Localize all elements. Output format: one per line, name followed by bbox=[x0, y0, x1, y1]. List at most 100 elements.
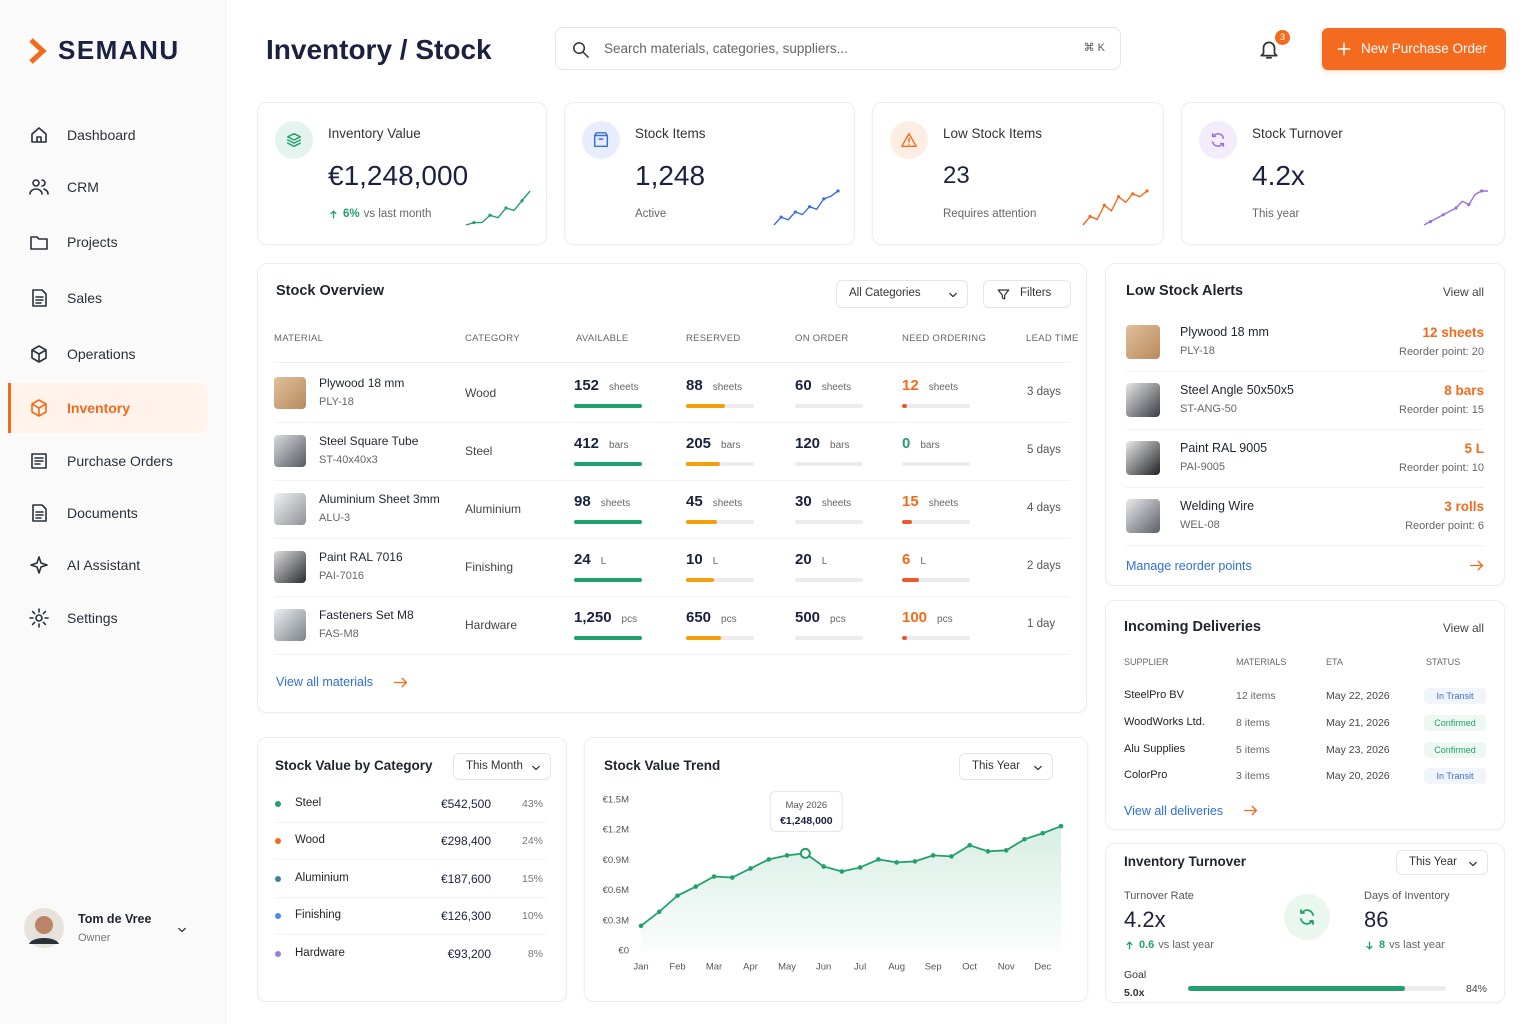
quantity-value: 12 bbox=[902, 377, 919, 394]
sparkline-point bbox=[1454, 206, 1458, 210]
column-header: NEED ORDERING bbox=[902, 333, 987, 345]
point bbox=[1040, 830, 1046, 836]
category-share: 43% bbox=[521, 797, 543, 810]
kpi-card: Stock Turnover 4.2x This year bbox=[1181, 102, 1505, 245]
quantity-unit: pcs bbox=[721, 614, 737, 625]
quantity-unit: L bbox=[920, 556, 926, 567]
nav-label[interactable]: Dashboard bbox=[67, 126, 136, 143]
y-tick-label: €0 bbox=[618, 946, 629, 957]
nav-label[interactable]: Operations bbox=[67, 345, 136, 362]
category-dot bbox=[275, 838, 281, 844]
material-code: ST-40x40x3 bbox=[319, 454, 378, 467]
dropdown[interactable]: This Year bbox=[1396, 850, 1488, 875]
nav-label[interactable]: Documents bbox=[67, 504, 138, 521]
tooltip-title: May 2026 bbox=[785, 800, 827, 811]
deliveries-card: Incoming Deliveries View all SUPPLIER MATER… bbox=[1105, 600, 1505, 830]
category-dot bbox=[275, 876, 281, 882]
sparkline bbox=[773, 189, 840, 226]
arrow-icon bbox=[1243, 805, 1258, 816]
sparkline-point bbox=[1116, 195, 1121, 199]
point bbox=[949, 854, 954, 859]
point bbox=[894, 860, 899, 865]
nav-label[interactable]: Settings bbox=[67, 609, 118, 626]
nav-item[interactable] bbox=[8, 383, 208, 433]
supplier: Alu Supplies bbox=[1124, 743, 1186, 756]
sparkline-point bbox=[1131, 192, 1135, 196]
progress-bar bbox=[1188, 986, 1405, 991]
search-box[interactable]: Search materials, categories, suppliers.… bbox=[555, 27, 1121, 70]
search-shortcut: ⌘ K bbox=[1083, 42, 1105, 55]
kpi-icon-shape bbox=[901, 132, 917, 148]
view-all-link[interactable]: View all materials bbox=[276, 674, 374, 689]
item-name: Plywood 18 mm bbox=[1180, 324, 1269, 339]
quantity-unit: sheets bbox=[821, 498, 852, 509]
nav-icon-shape bbox=[31, 345, 47, 363]
category-name: Steel bbox=[295, 797, 322, 810]
point bbox=[912, 859, 918, 864]
nav-label[interactable]: Sales bbox=[67, 289, 103, 306]
dropdown[interactable]: This Year bbox=[959, 753, 1053, 780]
supplier: SteelPro BV bbox=[1124, 689, 1184, 702]
manage-link[interactable]: Manage reorder points bbox=[1126, 558, 1252, 573]
button-label[interactable]: New Purchase Order bbox=[1361, 40, 1488, 56]
nav-label[interactable]: Purchase Orders bbox=[67, 452, 173, 469]
chevron-icon bbox=[1034, 765, 1042, 770]
category-value: €126,300 bbox=[440, 908, 491, 923]
filters-label[interactable]: Filters bbox=[1020, 287, 1052, 300]
quantity-value: 412 bbox=[574, 435, 600, 452]
level-track bbox=[902, 520, 970, 524]
status-pill: In Transit bbox=[1424, 768, 1486, 784]
category-name: Hardware bbox=[295, 947, 345, 960]
level-bar bbox=[686, 636, 722, 640]
quantity-cell: 30 sheets bbox=[795, 493, 851, 510]
nav-label[interactable]: CRM bbox=[67, 178, 99, 195]
level-track bbox=[902, 578, 970, 582]
category-value: €542,500 bbox=[440, 796, 491, 811]
view-all-link[interactable]: View all bbox=[1442, 620, 1484, 635]
material-thumbnail bbox=[274, 493, 306, 525]
dropdown[interactable]: All Categories bbox=[836, 280, 968, 308]
nav-label[interactable]: Inventory bbox=[67, 399, 131, 416]
filters-button[interactable]: Filters bbox=[983, 280, 1071, 308]
quantity-unit: pcs bbox=[937, 614, 953, 625]
quantity-value: 15 bbox=[902, 493, 919, 510]
sparkline-point bbox=[504, 206, 508, 210]
category-name: Wood bbox=[295, 834, 325, 847]
nav-label[interactable]: AI Assistant bbox=[67, 556, 141, 573]
quantity-value: 152 bbox=[574, 377, 600, 394]
delta-icon bbox=[1126, 940, 1133, 949]
item-qty: 8 bars bbox=[1444, 382, 1484, 398]
new-order-button[interactable]: New Purchase Order bbox=[1322, 28, 1506, 70]
days-label: Days of Inventory bbox=[1364, 890, 1450, 903]
view-all-link[interactable]: View all bbox=[1442, 284, 1484, 299]
dropdown-label: This Year bbox=[972, 759, 1020, 772]
point bbox=[656, 909, 662, 915]
page-title: Inventory / Stock bbox=[266, 34, 492, 66]
nav-icon bbox=[31, 453, 47, 469]
sparkline-point bbox=[779, 215, 783, 219]
y-tick-label: €0.6M bbox=[603, 885, 629, 896]
nav-label[interactable]: Projects bbox=[67, 233, 118, 250]
dropdown[interactable]: This Month bbox=[453, 753, 551, 780]
kpi-sub: Requires attention bbox=[943, 208, 1037, 220]
logo-mark bbox=[29, 38, 47, 64]
quantity-value: 205 bbox=[686, 435, 712, 452]
divider bbox=[274, 422, 1070, 423]
quantity-unit: bars bbox=[920, 440, 940, 451]
level-track bbox=[795, 578, 863, 582]
quantity-value: 30 bbox=[795, 493, 812, 510]
chart-card: Stock Value Trend This Year €0 €0.3M €0.6M €0… bbox=[584, 737, 1088, 1002]
category-share: 10% bbox=[521, 909, 543, 922]
category-value: €187,600 bbox=[440, 871, 491, 886]
quantity-cell: 100 pcs bbox=[902, 609, 953, 626]
dropdown-label: This Month bbox=[466, 759, 523, 772]
x-tick-label: Feb bbox=[669, 962, 685, 973]
deliveries-link[interactable]: View all deliveries bbox=[1124, 803, 1224, 818]
point bbox=[930, 853, 936, 858]
quantity-value: 20 bbox=[795, 551, 812, 568]
avatar-body bbox=[29, 938, 59, 944]
card-title: Incoming Deliveries bbox=[1124, 619, 1261, 636]
x-tick-label: May bbox=[778, 962, 796, 973]
item-thumbnail bbox=[1126, 499, 1160, 533]
divider bbox=[274, 480, 1070, 481]
